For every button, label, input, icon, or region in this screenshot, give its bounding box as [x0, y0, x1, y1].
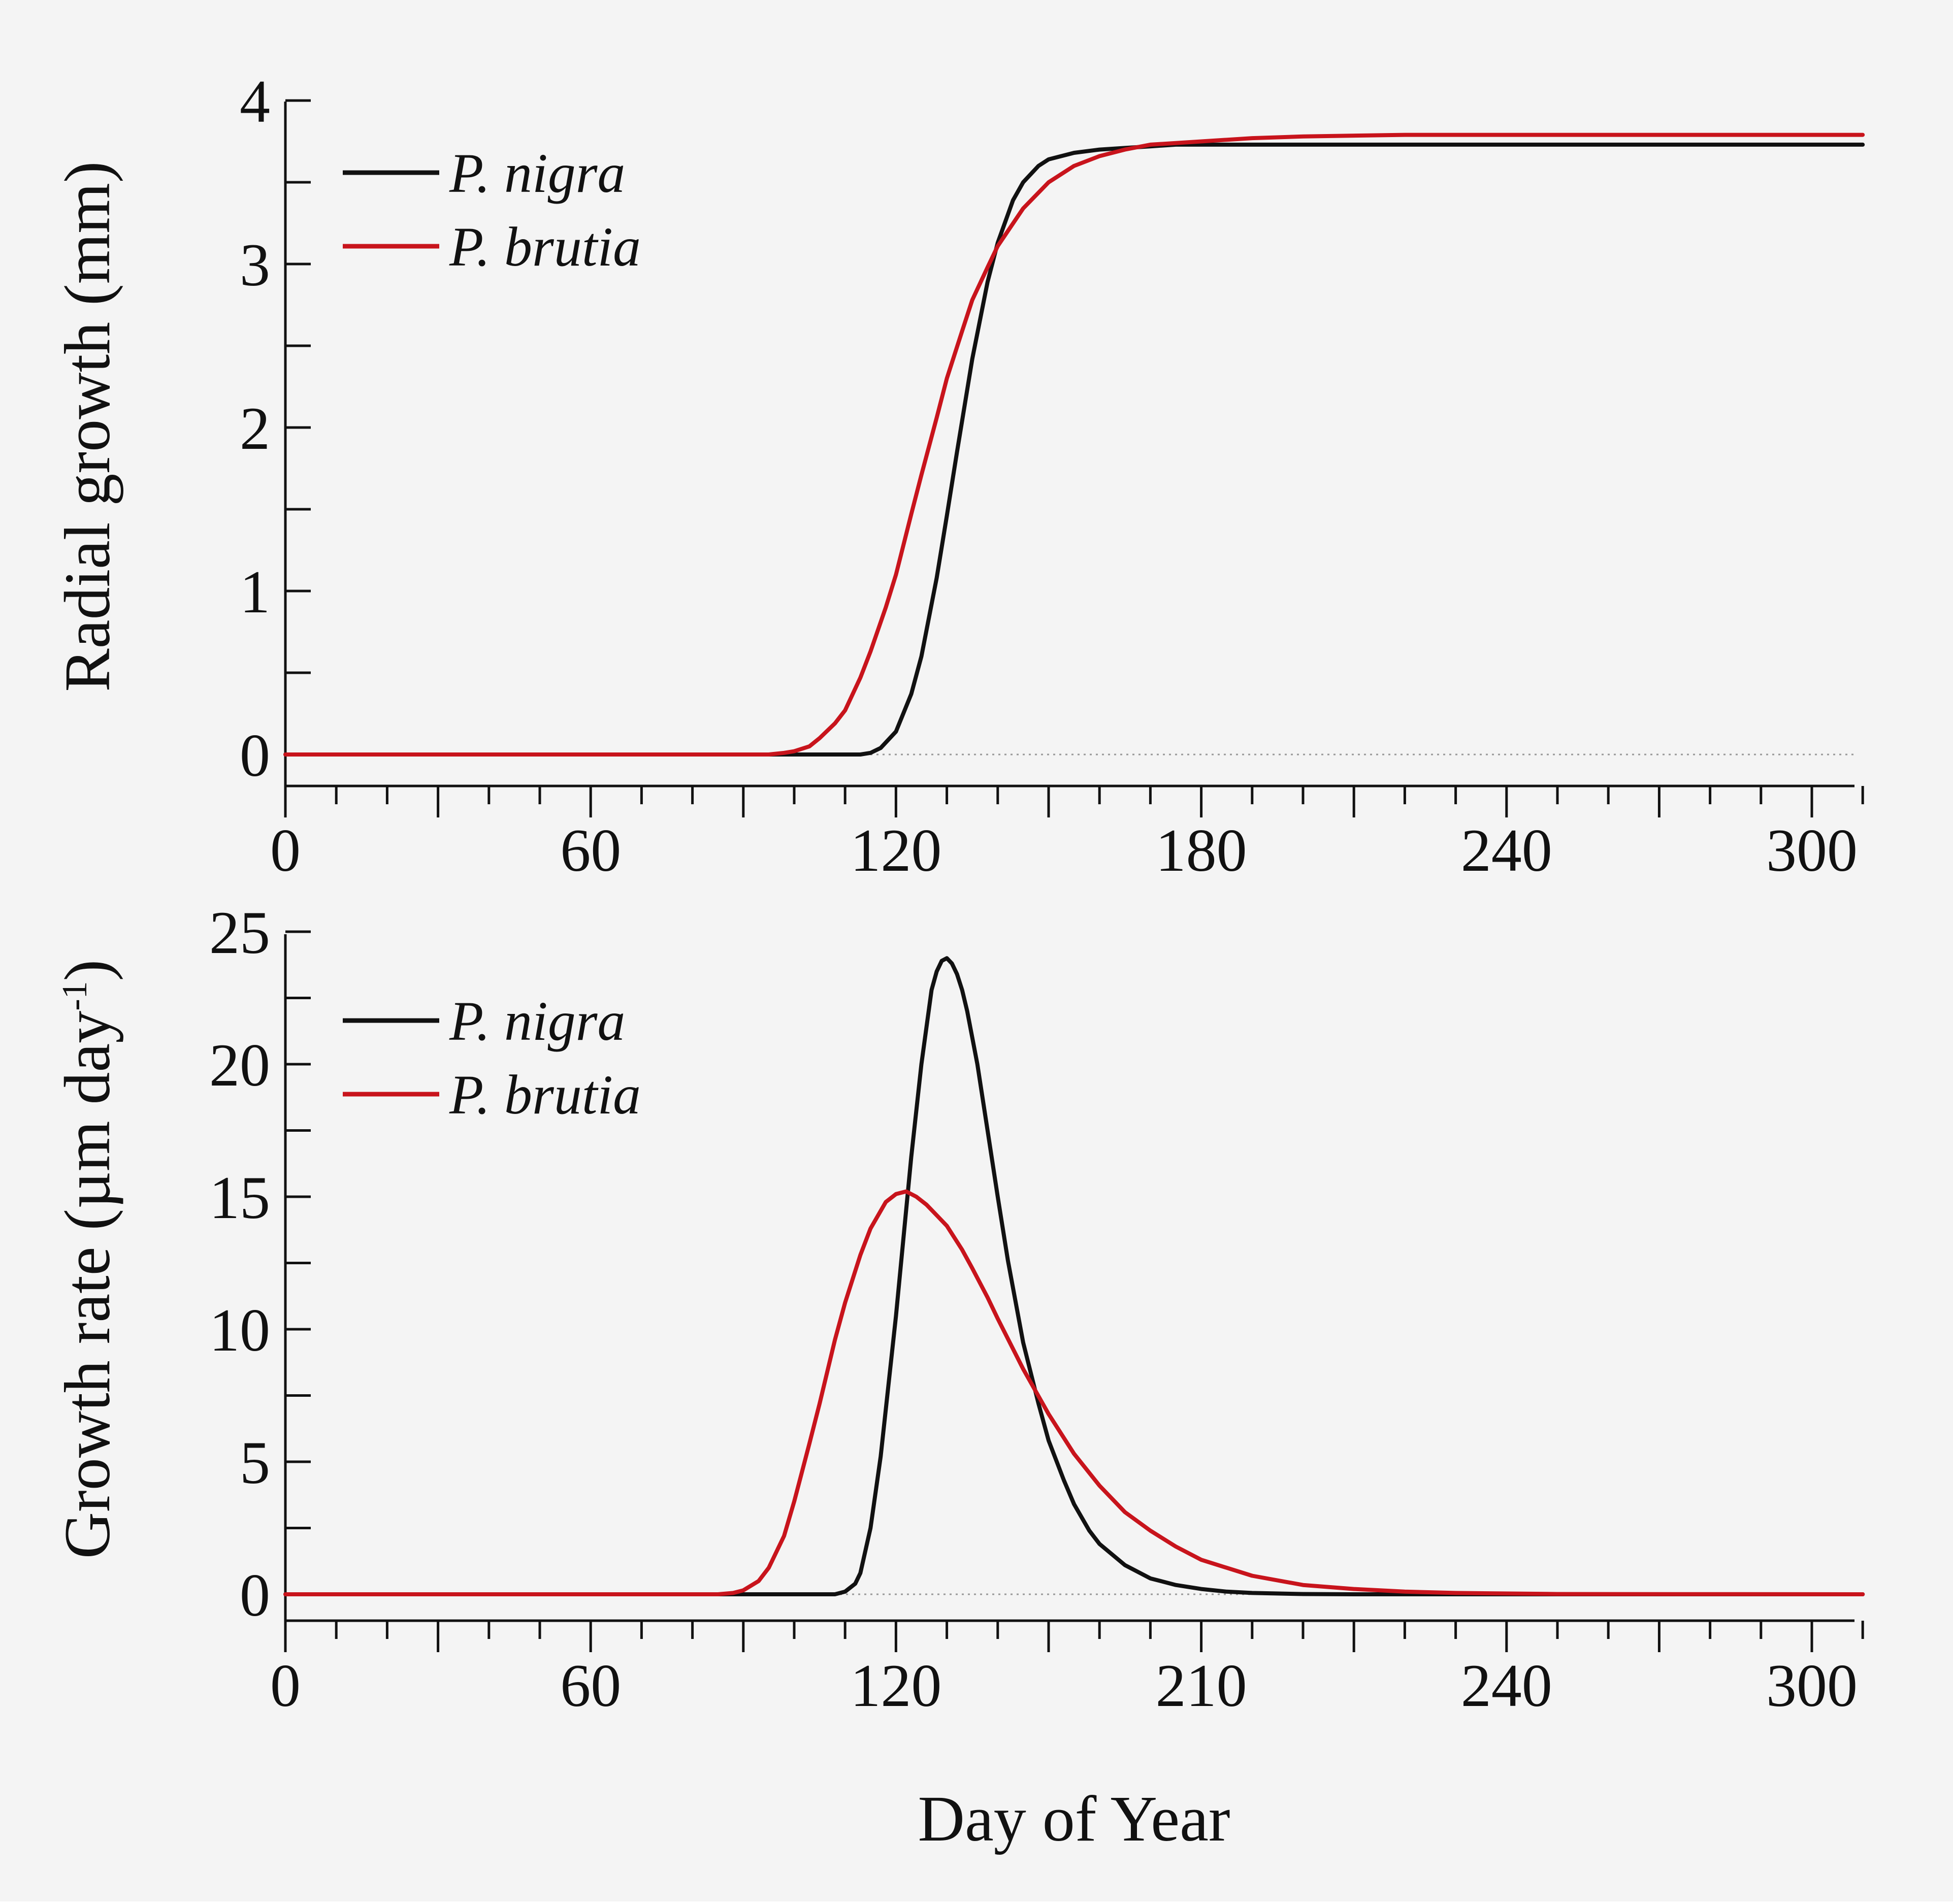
bottom-y-axis-title-superscript: -1 — [55, 981, 94, 1010]
top-x-tick-label: 180 — [1156, 816, 1247, 884]
bottom-legend-label-p-nigra: P. nigra — [449, 990, 625, 1052]
top-legend-label-p-brutia: P. brutia — [449, 216, 641, 278]
bottom-y-tick-label: 15 — [209, 1164, 270, 1231]
bottom-y-axis-title-close: ) — [51, 960, 123, 981]
top-y-tick-label: 2 — [240, 395, 270, 462]
bottom-x-tick-label: 240 — [1461, 1652, 1552, 1719]
bottom-y-tick-label: 25 — [209, 899, 270, 966]
panel-radial-growth: 0 1 2 3 4 0 60 120 180 240 300 P. nigra P. brutia R… — [51, 68, 1865, 884]
bottom-y-tick-label: 5 — [240, 1429, 270, 1496]
bottom-legend-label-p-brutia: P. brutia — [449, 1064, 641, 1126]
bottom-y-axis-title: Growth rate (µm day-1) — [51, 960, 123, 1559]
top-y-tick-label: 4 — [240, 68, 270, 135]
top-x-tick-label: 0 — [270, 816, 301, 884]
top-y-axis-title: Radial growth (mm) — [51, 161, 123, 692]
top-series-line-p-nigra — [283, 142, 1865, 757]
top-y-tick-label: 3 — [240, 231, 270, 299]
bottom-x-tick-label: 60 — [560, 1652, 621, 1719]
bottom-y-tick-label: 10 — [209, 1296, 270, 1364]
top-x-tick-label: 60 — [560, 816, 621, 884]
top-legend-label-p-nigra: P. nigra — [449, 142, 625, 204]
top-legend: P. nigra P. brutia — [343, 142, 641, 278]
bottom-series-line-p-nigra — [283, 956, 1865, 1596]
panel-growth-rate: 0 5 10 15 20 25 0 60 120 210 240 300 P. nigra P. bru… — [51, 899, 1865, 1719]
bottom-x-tick-label: 0 — [270, 1652, 301, 1719]
top-x-tick-label: 240 — [1461, 816, 1552, 884]
top-y-tick-label: 0 — [240, 721, 270, 789]
top-axes: 0 1 2 3 4 0 60 120 180 240 300 — [240, 68, 1864, 884]
top-x-tick-label: 120 — [850, 816, 941, 884]
bottom-series-line-p-brutia — [283, 1189, 1865, 1596]
bottom-x-tick-label: 120 — [850, 1652, 941, 1719]
x-axis-title: Day of Year — [918, 1783, 1230, 1855]
bottom-x-tick-label: 210 — [1156, 1652, 1247, 1719]
bottom-y-tick-label: 0 — [240, 1561, 270, 1629]
bottom-series — [283, 956, 1865, 1596]
bottom-y-tick-label: 20 — [209, 1031, 270, 1099]
bottom-y-axis-title-main: Growth rate (µm day — [51, 1011, 123, 1559]
top-y-tick-label: 1 — [240, 558, 270, 626]
top-x-tick-label: 300 — [1766, 816, 1858, 884]
bottom-x-tick-label: 300 — [1766, 1652, 1858, 1719]
top-series-line-p-brutia — [283, 133, 1865, 757]
bottom-axes: 0 5 10 15 20 25 0 60 120 210 240 300 — [209, 899, 1864, 1719]
bottom-legend: P. nigra P. brutia — [343, 990, 641, 1126]
top-series — [283, 133, 1865, 757]
